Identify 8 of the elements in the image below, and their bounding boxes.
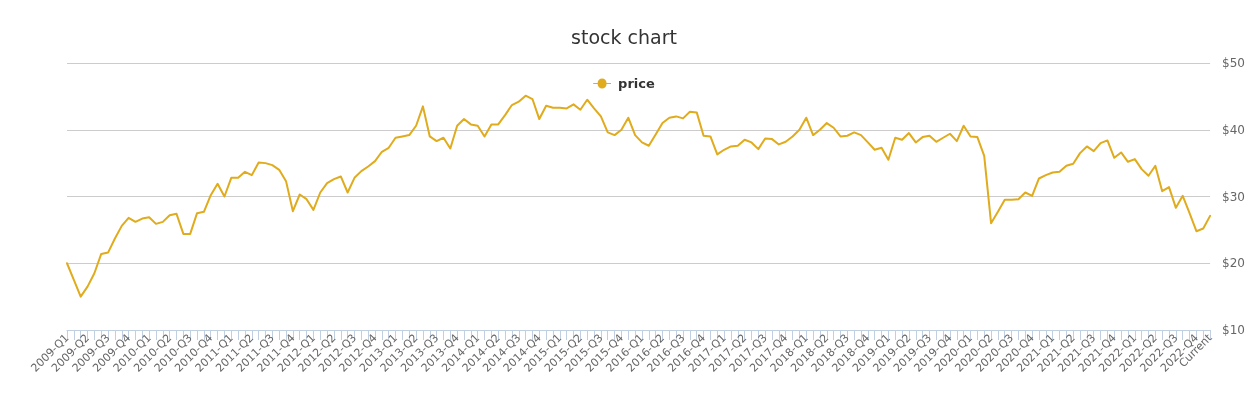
y-tick-label: $20 [1222,256,1245,271]
chart-title: stock chart [571,25,677,48]
line-series [66,94,1212,298]
legend-label: price [618,76,655,91]
y-tick-label: $10 [1222,323,1245,337]
y-tick-label: $50 [1222,56,1245,70]
y-tick-label: $40 [1222,122,1245,137]
y-tick-label: $30 [1222,189,1245,204]
